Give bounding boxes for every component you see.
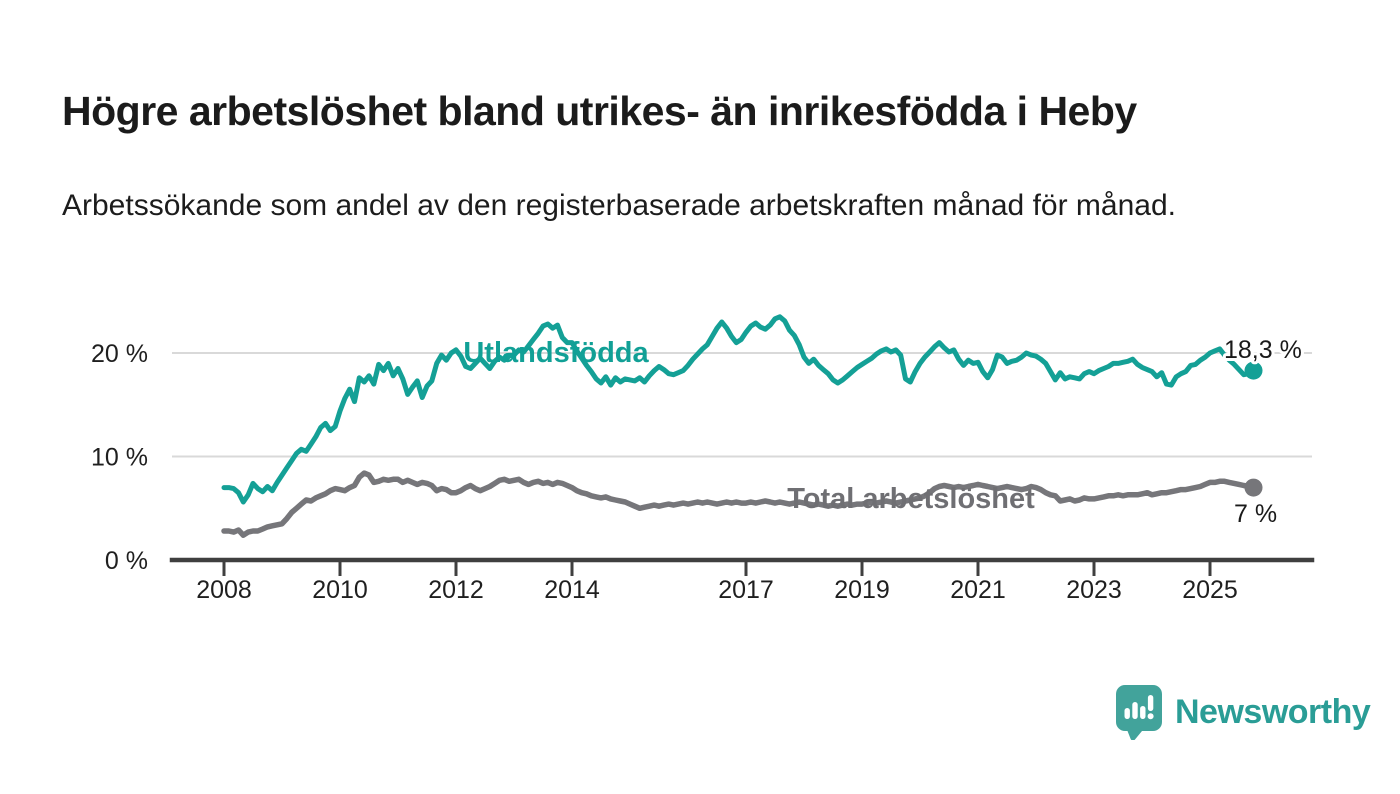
total-arbetsloshet-end-value-label: 7 % [1234, 500, 1277, 528]
brand-wordmark: Newsworthy [1175, 692, 1371, 731]
x-tick-label-2023: 2023 [1066, 576, 1122, 604]
y-tick-label-20: 20 % [91, 340, 148, 368]
x-tick-label-2012: 2012 [428, 576, 484, 604]
x-tick-label-2025: 2025 [1182, 576, 1238, 604]
chart-subtitle: Arbetssökande som andel av den registerb… [62, 189, 1176, 222]
x-tick-label-2017: 2017 [718, 576, 774, 604]
utlandsfodda-end-value-label: 18,3 % [1224, 336, 1302, 364]
y-axis-labels: 0 % 10 % 20 % [91, 340, 148, 575]
gridlines [172, 352, 1312, 458]
total-arbetsloshet-end-dot [1244, 478, 1263, 497]
total-arbetsloshet-line [221, 470, 1257, 538]
speech-bubble-shape [1116, 685, 1162, 740]
page-title: Högre arbetslöshet bland utrikes- än inr… [62, 88, 1137, 135]
x-tick-label-2019: 2019 [834, 576, 890, 604]
x-tick-label-2008: 2008 [196, 576, 252, 604]
y-tick-label-0: 0 % [105, 547, 148, 575]
x-tick-label-2010: 2010 [312, 576, 368, 604]
x-tick-label-2014: 2014 [544, 576, 600, 604]
x-tick-label-2021: 2021 [950, 576, 1006, 604]
utlandsfodda-end-dot [1244, 361, 1263, 380]
y-tick-label-10: 10 % [91, 444, 148, 472]
x-axis-tick-marks [222, 562, 1212, 576]
utlandsfodda-series-label: Utlandsfödda [463, 337, 649, 369]
utlandsfodda-line [221, 314, 1256, 505]
newsworthy-brand: Newsworthy [1115, 684, 1371, 740]
newsworthy-logo-icon [1116, 685, 1162, 740]
x-axis-labels: 2008 2010 2012 2014 2017 2019 2021 2023 … [196, 576, 1238, 604]
bar-chart-glyph [1124, 695, 1154, 720]
total-arbetsloshet-series-label: Total arbetslöshet [787, 483, 1035, 515]
